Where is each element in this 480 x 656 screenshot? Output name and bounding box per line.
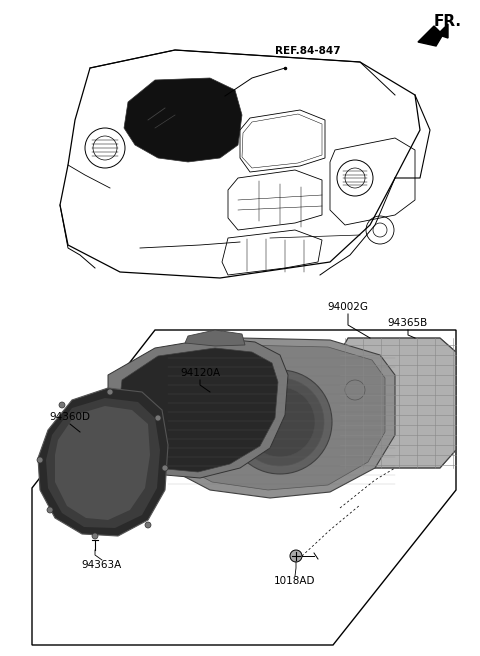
Circle shape	[245, 387, 315, 457]
Polygon shape	[46, 398, 160, 528]
Polygon shape	[38, 388, 168, 536]
Circle shape	[92, 533, 98, 539]
Circle shape	[290, 550, 302, 562]
Circle shape	[59, 402, 65, 408]
Circle shape	[228, 370, 332, 474]
Polygon shape	[55, 406, 150, 520]
Polygon shape	[160, 345, 385, 490]
Text: FR.: FR.	[434, 14, 462, 29]
Text: 94360D: 94360D	[49, 412, 91, 422]
Text: 94002G: 94002G	[327, 302, 369, 312]
Polygon shape	[185, 330, 245, 346]
Circle shape	[107, 389, 113, 395]
Text: 1018AD: 1018AD	[274, 576, 316, 586]
Text: 94363A: 94363A	[82, 560, 122, 570]
Text: 94365B: 94365B	[388, 318, 428, 328]
Text: REF.84-847: REF.84-847	[275, 46, 341, 56]
Circle shape	[37, 457, 43, 463]
Circle shape	[155, 415, 161, 421]
Polygon shape	[108, 338, 288, 478]
Polygon shape	[418, 24, 448, 46]
Polygon shape	[118, 348, 278, 472]
Circle shape	[162, 465, 168, 471]
Circle shape	[236, 378, 324, 466]
Text: 94120A: 94120A	[180, 368, 220, 378]
Circle shape	[47, 507, 53, 513]
Polygon shape	[338, 338, 456, 468]
Polygon shape	[124, 78, 242, 162]
Circle shape	[145, 522, 151, 528]
Polygon shape	[152, 338, 395, 498]
